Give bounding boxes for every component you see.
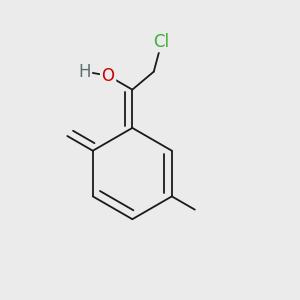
Text: H: H xyxy=(78,63,91,81)
Text: O: O xyxy=(102,67,115,85)
Text: Cl: Cl xyxy=(153,33,169,51)
